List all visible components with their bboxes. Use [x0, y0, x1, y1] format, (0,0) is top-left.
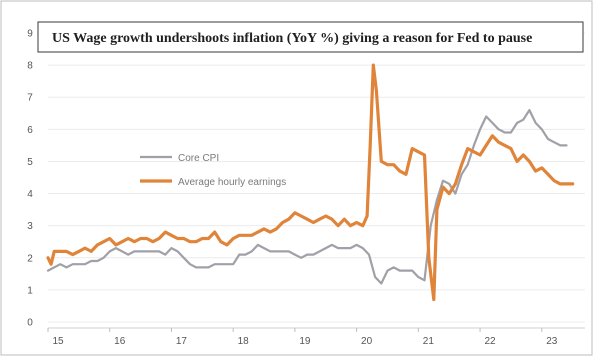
y-tick-label: 6 [27, 125, 33, 136]
legend-label-core-cpi: Core CPI [178, 153, 219, 164]
y-tick-label: 9 [27, 29, 33, 40]
title-box [37, 21, 584, 53]
y-tick-label: 3 [27, 221, 33, 232]
y-tick-label: 8 [27, 61, 33, 72]
y-tick-label: 0 [27, 318, 33, 329]
y-tick-label: 2 [27, 253, 33, 264]
x-tick-label: 16 [114, 336, 126, 347]
x-tick-label: 20 [361, 336, 373, 347]
legend: Core CPI Average hourly earnings [140, 153, 286, 188]
x-tick-label: 17 [176, 336, 188, 347]
y-tick-label: 1 [27, 285, 33, 296]
y-tick-label: 5 [27, 157, 33, 168]
x-axis: 15 16 17 18 19 20 21 22 23 [47, 327, 585, 347]
x-tick-label: 15 [52, 336, 64, 347]
y-tick-label: 7 [27, 93, 33, 104]
legend-label-average-hourly-earnings: Average hourly earnings [178, 177, 286, 188]
y-axis: 0 1 2 3 4 5 6 7 8 9 [27, 29, 33, 329]
chart-title: US Wage growth undershoots inflation (Yo… [52, 31, 532, 46]
x-tick-label: 18 [238, 336, 250, 347]
y-tick-label: 4 [27, 189, 33, 200]
x-tick-label: 21 [423, 336, 435, 347]
x-tick-label: 19 [299, 336, 311, 347]
x-tick-label: 23 [546, 336, 558, 347]
series-line-core-cpi [46, 109, 568, 285]
series-line-average-hourly-earnings [46, 63, 575, 302]
series-lines [46, 63, 575, 302]
x-tick-label: 22 [485, 336, 497, 347]
